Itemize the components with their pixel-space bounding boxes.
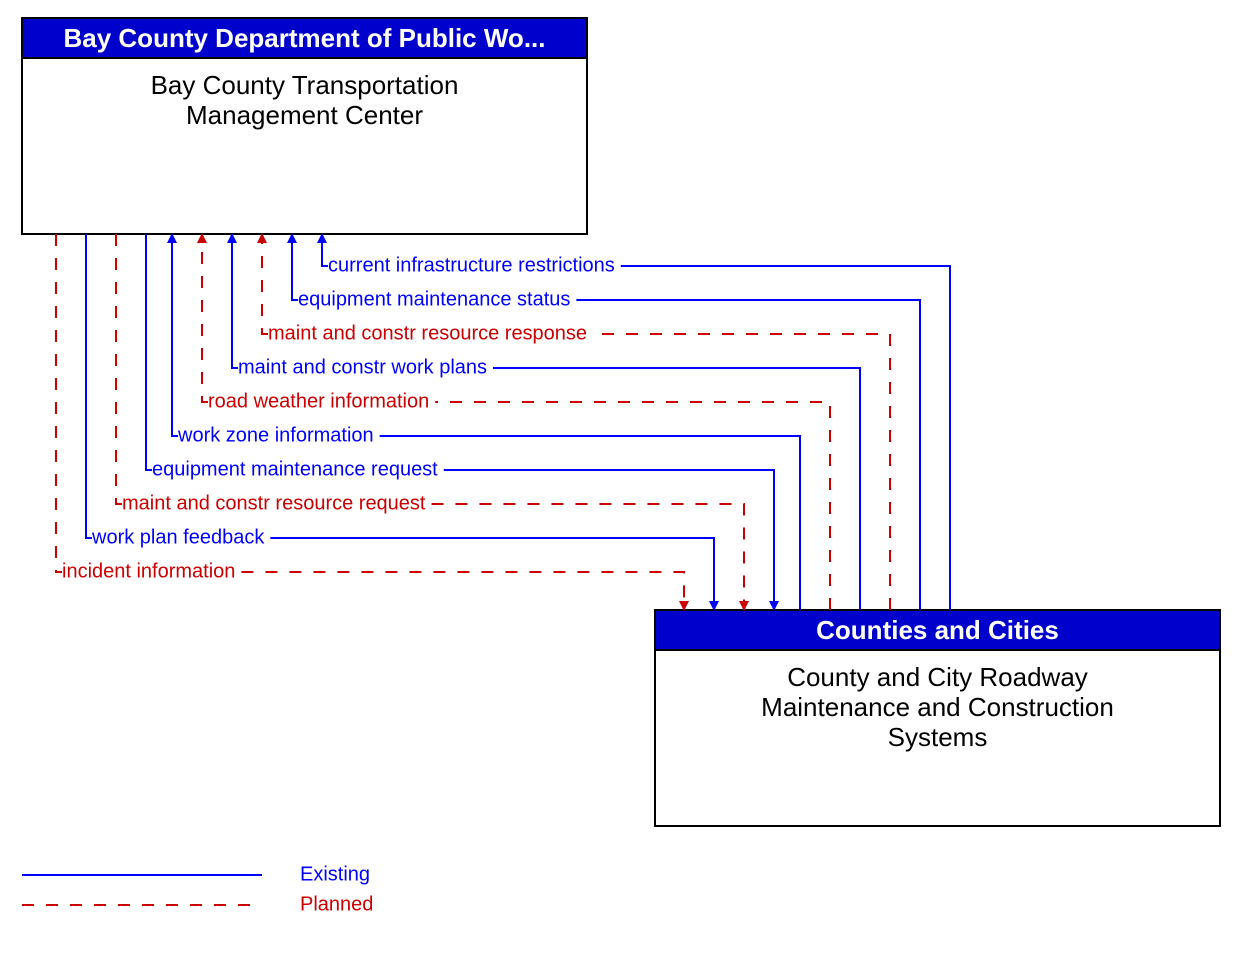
flow-7-label: maint and constr resource request [122,492,426,514]
flow-5-label: work zone information [177,424,374,446]
flow-0-seg-a [621,266,950,610]
flow-5-seg-a [380,436,800,610]
bottom-box-header-text: Counties and Cities [816,615,1059,645]
flow-8-seg-a [86,234,92,538]
flow-1: equipment maintenance status [292,238,920,610]
flow-2-label: maint and constr resource response [268,322,587,344]
flow-1-seg-a [576,300,920,610]
legend: Existing Planned [22,863,373,915]
flow-2-seg-a [593,334,890,610]
flow-9-seg-a [56,234,62,572]
flow-9-label: incident information [62,560,235,582]
flow-3-seg-a [493,368,860,610]
flow-4-seg-b [202,238,208,402]
flow-7-seg-b [431,504,744,606]
flow-1-label: equipment maintenance status [298,288,570,310]
flow-0-label: current infrastructure restrictions [328,254,615,276]
legend-label-existing: Existing [300,863,370,885]
flows: current infrastructure restrictions equip… [56,234,950,610]
flow-3-seg-b [232,238,238,368]
flow-2-seg-b [262,238,268,334]
flow-6-seg-a [146,234,152,470]
flow-7-seg-a [116,234,122,504]
top-box: Bay County Department of Public Wo... Bay… [22,18,587,234]
legend-label-planned: Planned [300,893,373,915]
top-box-body-text: Bay County TransportationManagement Cent… [151,70,459,130]
bottom-box: Counties and CitiesCounty and City Roadw… [655,610,1220,826]
flow-8-label: work plan feedback [91,526,265,548]
flow-6-label: equipment maintenance request [152,458,438,480]
flow-5-seg-b [172,238,178,436]
flow-3-label: maint and constr work plans [238,356,487,378]
flow-4-label: road weather information [208,390,429,412]
top-box-header-text: Bay County Department of Public Wo... [63,23,545,53]
flow-4-seg-a [435,402,830,610]
flow-9-seg-b [241,572,684,606]
